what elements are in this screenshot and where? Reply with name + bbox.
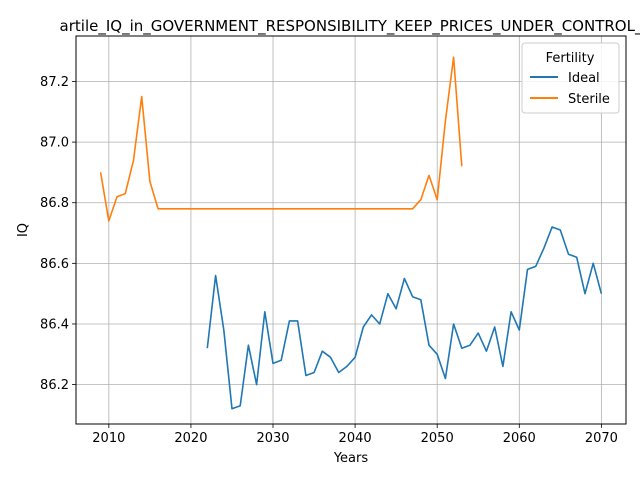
x-tick-label: 2030 [256, 431, 289, 446]
y-tick-label: 86.6 [40, 257, 69, 272]
x-axis-ticks: 2010 2020 2030 2040 2050 2060 2070 [92, 424, 618, 446]
chart-title: artile_IQ_in_GOVERNMENT_RESPONSIBILITY_K… [60, 17, 640, 36]
y-tick-label: 87.2 [40, 75, 69, 90]
y-tick-label: 86.8 [40, 196, 69, 211]
x-axis-label: Years [333, 451, 369, 466]
y-axis-ticks: 86.2 86.4 86.6 86.8 87.0 87.2 [40, 75, 76, 393]
x-tick-label: 2010 [92, 431, 125, 446]
y-axis-label: IQ [16, 223, 31, 237]
series-lines [99, 56, 603, 410]
series-line-ideal [206, 226, 603, 410]
legend: Fertility Ideal Sterile [521, 42, 620, 114]
y-tick-label: 86.4 [40, 317, 69, 332]
x-tick-label: 2060 [503, 431, 536, 446]
y-tick-label: 87.0 [40, 136, 69, 151]
series-line-sterile [99, 56, 463, 222]
legend-label-sterile: Sterile [568, 92, 610, 107]
legend-box [521, 42, 620, 114]
legend-title: Fertility [546, 51, 595, 66]
x-tick-label: 2020 [174, 431, 207, 446]
grid-lines [76, 36, 626, 424]
y-tick-label: 86.2 [40, 378, 69, 393]
legend-label-ideal: Ideal [568, 71, 600, 86]
x-tick-label: 2050 [421, 431, 454, 446]
x-tick-label: 2040 [339, 431, 372, 446]
plot-frame [75, 35, 627, 425]
x-tick-label: 2070 [585, 431, 618, 446]
